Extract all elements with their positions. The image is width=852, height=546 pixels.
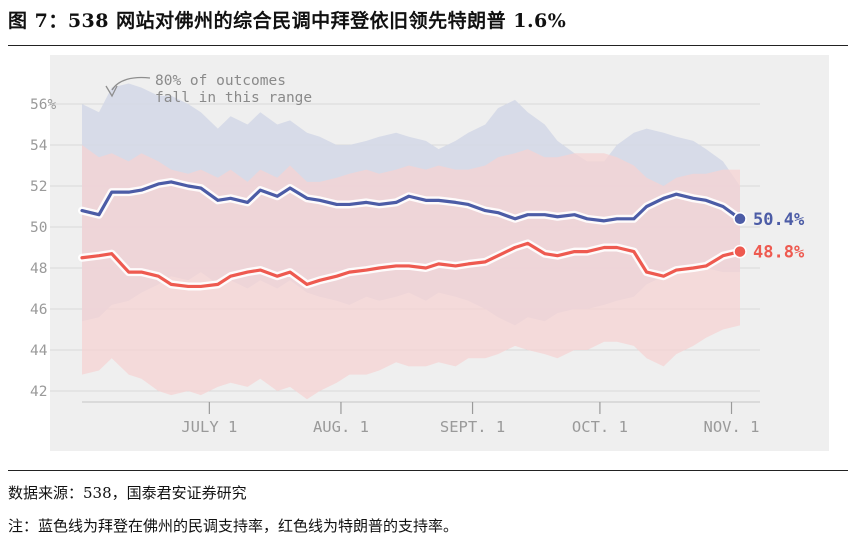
y-tick-label: 48 xyxy=(30,261,47,277)
trump-series-line xyxy=(80,241,742,289)
source-note: 数据来源：538，国泰君安证券研究 xyxy=(8,484,247,502)
y-tick-label: 44 xyxy=(30,343,48,359)
y-tick-label: 42 xyxy=(30,384,47,400)
x-tick-label: SEPT. 1 xyxy=(440,418,505,436)
biden-endpoint-marker xyxy=(733,212,747,226)
x-tick-label: OCT. 1 xyxy=(572,418,628,436)
y-tick-label: 54 xyxy=(30,138,48,154)
figure-title: 图 7：538 网站对佛州的综合民调中拜登依旧领先特朗普 1.6% xyxy=(8,10,567,32)
biden-end-label: 50.4% xyxy=(753,210,805,230)
annotation-arrowhead-icon xyxy=(105,85,118,98)
x-tick-label: AUG. 1 xyxy=(313,418,369,436)
x-tick-label: NOV. 1 xyxy=(704,418,760,436)
x-tick-label: JULY 1 xyxy=(181,418,237,436)
trump-end-label: 48.8% xyxy=(753,243,805,263)
line-layer: 48.8% 50.4% xyxy=(78,177,805,291)
y-tick-label: 46 xyxy=(30,302,47,318)
annotation-line-1: 80% of outcomes xyxy=(155,73,286,89)
y-tick-label: 50 xyxy=(30,220,47,236)
annotation-line-2: fall in this range xyxy=(155,90,312,106)
top-rule xyxy=(8,45,848,46)
axis-layer: 42 44 46 48 50 52 54 56% JULY 1 AUG. 1 SEPT. 1 OCT.… xyxy=(30,97,760,436)
annotation-layer: 80% of outcomes fall in this range xyxy=(105,73,312,106)
polling-average-chart: 42 44 46 48 50 52 54 56% JULY 1 AUG. 1 SEPT. 1 OCT.… xyxy=(30,73,805,436)
trump-range-band xyxy=(82,145,740,400)
footnote: 注：蓝色线为拜登在佛州的民调支持率，红色线为特朗普的支持率。 xyxy=(8,517,459,535)
bottom-rule xyxy=(8,470,848,471)
y-tick-label: 56% xyxy=(30,97,56,113)
biden-series-line xyxy=(80,180,742,223)
annotation-arrow-icon xyxy=(111,76,151,91)
y-tick-label: 52 xyxy=(30,179,47,195)
trump-endpoint-marker xyxy=(733,244,747,259)
band-layer xyxy=(82,83,740,400)
